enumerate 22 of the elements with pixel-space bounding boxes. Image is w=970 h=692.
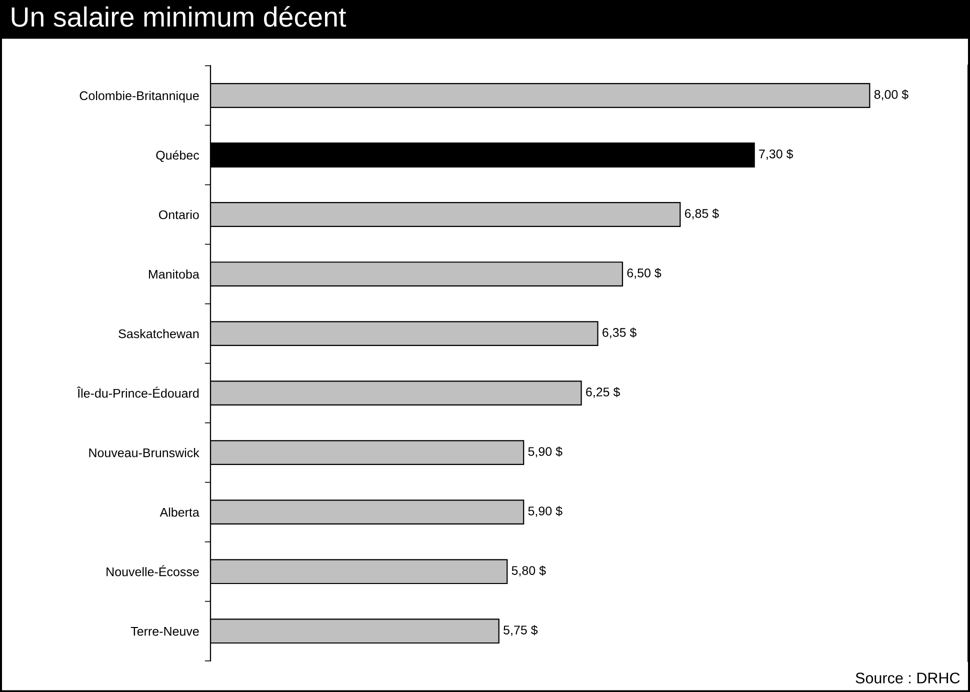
- y-tick-label: Terre-Neuve: [130, 627, 199, 636]
- data-label: 6,50 $: [627, 268, 662, 279]
- source-note: Source : DRHC: [856, 672, 960, 684]
- data-label: 5,90 $: [528, 506, 562, 517]
- chart-title: Un salaire minimum décent: [12, 6, 346, 27]
- y-tick-label: Québec: [156, 150, 200, 162]
- y-tick-label: Île-du-Prince-Édouard: [76, 386, 199, 398]
- data-label: 6,85 $: [684, 208, 719, 220]
- data-label: 7,30 $: [759, 148, 794, 160]
- data-label: 6,25 $: [586, 387, 620, 398]
- y-tick-label: Manitoba: [148, 270, 200, 279]
- y-tick-label: Alberta: [160, 508, 200, 517]
- data-label: 6,35 $: [602, 328, 636, 338]
- y-tick-label: Colombie-Britannique: [80, 90, 199, 103]
- y-tick-label: Saskatchewan: [118, 329, 199, 338]
- data-label: 8,00 $: [874, 89, 908, 100]
- y-tick-label: Nouveau-Brunswick: [89, 448, 200, 458]
- y-tick-label: Nouvelle-Écosse: [106, 565, 199, 576]
- data-label: 5,90 $: [528, 446, 562, 458]
- data-label: 5,80 $: [512, 566, 546, 576]
- y-tick-label: Ontario: [158, 210, 199, 220]
- data-label: 5,75 $: [504, 625, 538, 636]
